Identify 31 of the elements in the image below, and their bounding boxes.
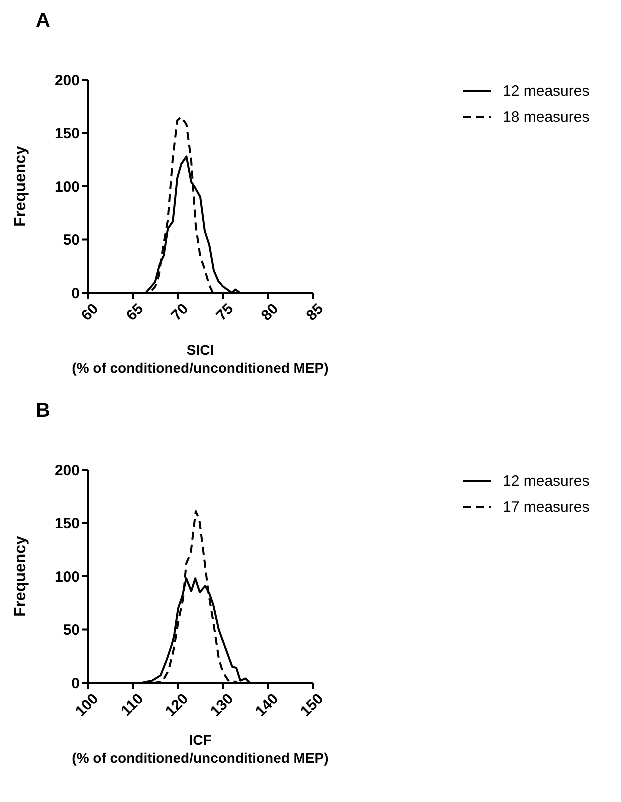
chart-title: B <box>36 400 50 423</box>
x-tick-label: 60 <box>78 300 102 324</box>
y-tick-label: 0 <box>72 675 80 692</box>
y-axis-title: Frequency <box>12 146 30 227</box>
legend-label: 17 measures <box>503 498 590 516</box>
y-tick-label: 150 <box>54 126 80 143</box>
legend-label: 12 measures <box>503 472 590 490</box>
x-tick-label: 120 <box>162 690 192 720</box>
legend-label: 18 measures <box>503 108 590 126</box>
legend-label: 12 measures <box>503 82 590 100</box>
x-tick-label: 75 <box>213 300 238 324</box>
y-tick-label: 200 <box>54 462 80 480</box>
y-tick-label: 0 <box>72 285 80 302</box>
x-tick-label: 70 <box>168 300 192 324</box>
x-axis-title: ICF (% of conditioned/unconditioned MEP) <box>72 732 329 766</box>
x-tick-label: 80 <box>258 300 282 324</box>
x-tick-label: 130 <box>207 690 238 720</box>
y-tick-label: 50 <box>63 622 80 640</box>
x-tick-label: 85 <box>303 300 328 324</box>
y-tick-label: 100 <box>54 568 80 586</box>
chart-title: A <box>36 10 50 33</box>
y-tick-label: 200 <box>54 72 80 90</box>
x-axis-title: SICI (% of conditioned/unconditioned MEP) <box>72 342 329 376</box>
y-axis-title: Frequency <box>12 536 30 617</box>
y-tick-label: 150 <box>54 516 80 533</box>
y-tick-label: 50 <box>63 232 80 250</box>
x-tick-label: 65 <box>123 300 148 324</box>
x-tick-label: 140 <box>252 690 282 720</box>
y-tick-label: 100 <box>54 178 80 196</box>
x-tick-label: 110 <box>118 690 148 720</box>
x-tick-label: 150 <box>297 690 328 720</box>
